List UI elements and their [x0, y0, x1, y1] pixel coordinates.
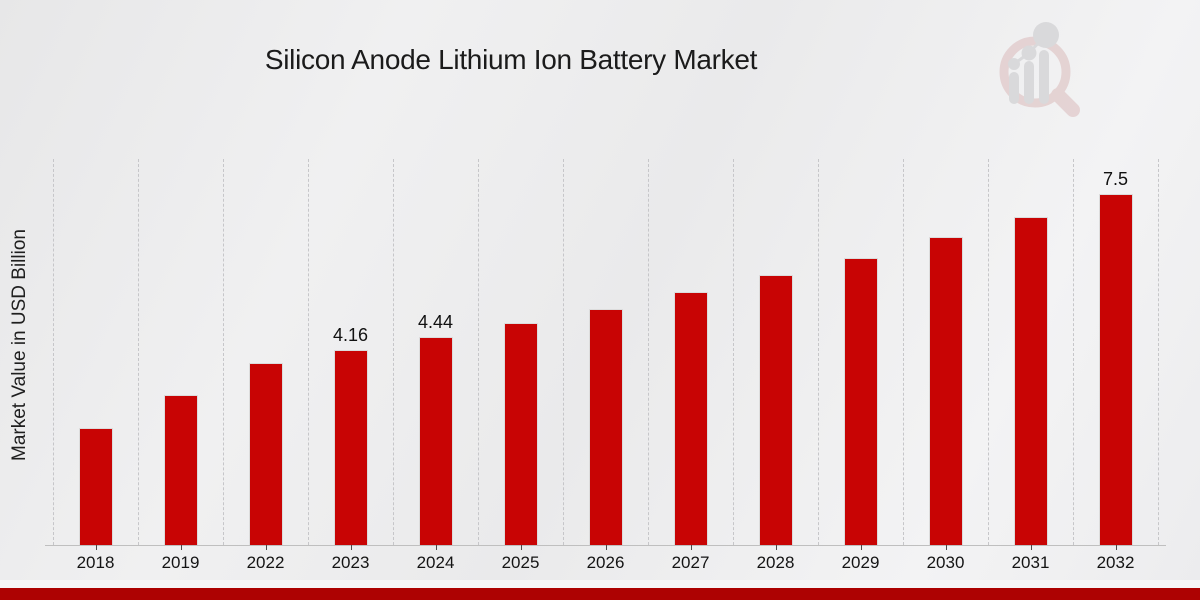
bar-2018	[78, 428, 113, 545]
gridline	[818, 159, 819, 545]
gridline	[1158, 159, 1159, 545]
x-tick-label-2028: 2028	[756, 553, 795, 572]
bar-2030	[928, 236, 963, 545]
x-axis-tick	[180, 545, 182, 550]
bar-value-label-2032: 7.5	[1102, 169, 1129, 190]
bar-2032	[1098, 194, 1133, 545]
chart-title: Silicon Anode Lithium Ion Battery Market	[264, 44, 758, 75]
x-axis-tick	[1030, 545, 1032, 550]
x-tick-label-2031: 2031	[1011, 553, 1050, 572]
x-tick-label-2019: 2019	[161, 553, 200, 572]
bar-value-label-2023: 4.16	[332, 325, 369, 346]
footer-accent-bar	[0, 588, 1200, 600]
gridline	[988, 159, 989, 545]
x-axis-tick	[775, 545, 777, 550]
x-tick-label-2025: 2025	[501, 553, 540, 572]
gridline	[308, 159, 309, 545]
gridline	[393, 159, 394, 545]
y-axis-label: Market Value in USD Billion	[9, 229, 30, 461]
bar-2019	[163, 395, 198, 545]
x-axis-tick	[435, 545, 437, 550]
gridline	[903, 159, 904, 545]
gridline	[53, 159, 54, 545]
x-axis-tick	[945, 545, 947, 550]
x-axis-tick	[1115, 545, 1117, 550]
plot-area: 2018 2019 2022 4.16 2023 4.44 2024 2025 2026 2027…	[45, 159, 1166, 572]
bar-2022	[248, 363, 283, 545]
x-axis-tick	[350, 545, 352, 550]
x-axis-tick	[520, 545, 522, 550]
gridline	[648, 159, 649, 545]
bar-2023	[333, 350, 368, 545]
gridline	[138, 159, 139, 545]
x-tick-label-2024: 2024	[416, 553, 455, 572]
x-tick-label-2032: 2032	[1096, 553, 1135, 572]
bar-2031	[1013, 216, 1048, 545]
x-tick-label-2022: 2022	[246, 553, 285, 572]
bar-2027	[673, 291, 708, 545]
gridline	[1073, 159, 1074, 545]
x-axis-tick	[605, 545, 607, 550]
bar-2026	[588, 308, 623, 545]
brand-logo-icon	[999, 22, 1080, 117]
bar-2029	[843, 257, 878, 545]
x-tick-label-2023: 2023	[331, 553, 370, 572]
gridline	[478, 159, 479, 545]
gridline	[223, 159, 224, 545]
x-tick-label-2030: 2030	[926, 553, 965, 572]
x-axis-tick	[860, 545, 862, 550]
x-tick-label-2018: 2018	[76, 553, 115, 572]
bar-2025	[503, 322, 538, 545]
bar-2028	[758, 274, 793, 545]
gridline	[733, 159, 734, 545]
x-axis-tick	[265, 545, 267, 550]
bar-2024	[418, 337, 453, 545]
gridline	[563, 159, 564, 545]
x-tick-label-2029: 2029	[841, 553, 880, 572]
bar-value-label-2024: 4.44	[417, 312, 454, 333]
x-axis-tick	[690, 545, 692, 550]
x-tick-label-2027: 2027	[671, 553, 710, 572]
x-tick-label-2026: 2026	[586, 553, 625, 572]
x-axis-tick	[95, 545, 97, 550]
footer-light-band	[0, 580, 1200, 588]
